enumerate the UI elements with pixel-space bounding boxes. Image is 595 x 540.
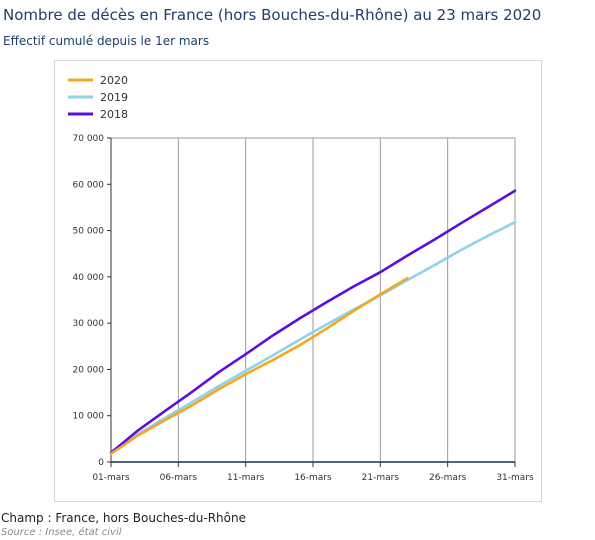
x-tick-label: 21-mars <box>362 473 400 483</box>
legend-label-2019: 2019 <box>100 91 128 104</box>
x-tick-label: 06-mars <box>160 473 198 483</box>
source-note: Source : Insee, état civil <box>1 527 122 538</box>
y-tick-label: 30 000 <box>73 319 105 329</box>
y-tick-label: 0 <box>98 458 104 468</box>
y-tick-label: 10 000 <box>73 412 105 422</box>
y-tick-label: 70 000 <box>73 134 105 144</box>
y-tick-label: 60 000 <box>73 180 105 190</box>
series-line-2018 <box>109 189 517 455</box>
chart-subtitle: Effectif cumulé depuis le 1er mars <box>3 34 210 48</box>
y-tick-label: 40 000 <box>73 273 105 283</box>
y-tick-label: 20 000 <box>73 365 105 375</box>
champ-note: Champ : France, hors Bouches-du-Rhône <box>1 511 246 525</box>
series-line-2019 <box>109 220 517 456</box>
x-tick-label: 11-mars <box>227 473 265 483</box>
chart-title: Nombre de décès en France (hors Bouches-… <box>3 6 542 24</box>
legend-label-2018: 2018 <box>100 108 128 121</box>
x-tick-label: 16-mars <box>294 473 332 483</box>
legend-label-2020: 2020 <box>100 74 128 87</box>
chart-frame <box>54 60 542 502</box>
x-tick-label: 31-mars <box>496 473 534 483</box>
series-line-2020 <box>109 276 409 456</box>
y-tick-label: 50 000 <box>73 227 105 237</box>
x-tick-label: 26-mars <box>429 473 467 483</box>
x-tick-label: 01-mars <box>92 473 130 483</box>
